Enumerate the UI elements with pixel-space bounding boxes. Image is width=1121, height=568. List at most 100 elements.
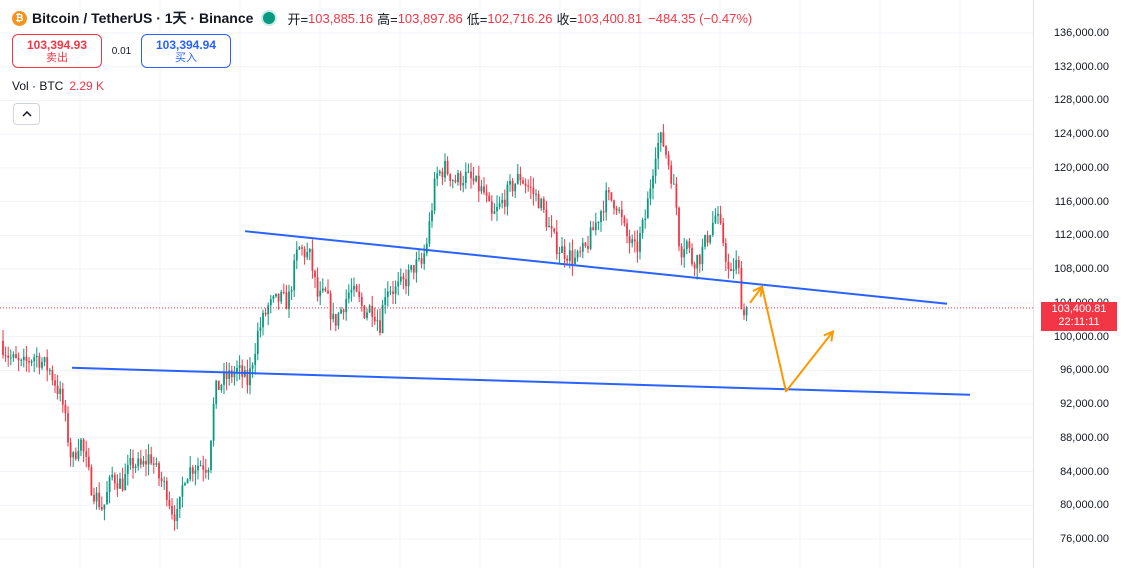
projection-arrowhead-target: [823, 329, 835, 342]
candle-body: [626, 223, 628, 237]
candle-body: [316, 277, 319, 297]
chart-grid: [0, 0, 1034, 568]
projection-path: [749, 285, 834, 393]
candle-body: [340, 309, 342, 314]
candle-body: [311, 248, 314, 271]
open-label: 开=: [287, 11, 309, 27]
candle-body: [202, 465, 205, 470]
candle-body: [197, 465, 199, 471]
candle-body: [584, 243, 587, 246]
candle-body: [605, 190, 608, 213]
candle-body: [381, 304, 384, 334]
candle-body: [579, 251, 582, 253]
candle-body: [353, 285, 355, 290]
candle-body: [498, 203, 501, 207]
candle-body: [85, 451, 88, 457]
candle-body: [527, 185, 530, 187]
candle-body: [607, 190, 610, 193]
candle-body: [454, 180, 457, 183]
buy-price: 103,394.94: [155, 37, 217, 52]
candle-body: [269, 299, 272, 306]
symbol-legend: ₿ Bitcoin / TetherUS · 1天 · Binance 开= 10…: [12, 8, 752, 28]
candle-body: [646, 198, 649, 219]
trendline: [71, 366, 971, 396]
price-tick-label: 128,000.00: [1053, 94, 1109, 107]
candle-body: [542, 198, 545, 210]
candle-body: [324, 288, 327, 291]
buy-button[interactable]: 103,394.94 买入: [141, 34, 231, 68]
candle-body: [698, 255, 701, 265]
price-tick-label: 96,000.00: [1060, 364, 1109, 377]
price-axis[interactable]: 136,000.00 132,000.00 128,000.00 124,000.00…: [1033, 0, 1121, 568]
candle-body: [620, 209, 623, 218]
collapse-legend-button[interactable]: [13, 103, 40, 125]
candle-countdown: 22:11:11: [1058, 316, 1100, 328]
candle-body: [470, 171, 472, 179]
candle-body: [441, 171, 444, 178]
candle-body: [82, 439, 85, 452]
candle-body: [204, 469, 207, 473]
candle-body: [555, 231, 558, 255]
candle-body: [719, 213, 722, 224]
candle-body: [329, 293, 332, 320]
candle-body: [113, 474, 116, 484]
candle-body: [735, 260, 738, 270]
candle-body: [74, 452, 77, 459]
candle-body: [290, 290, 293, 292]
open-value: 103,885.16: [308, 10, 374, 26]
candle-body: [410, 265, 413, 270]
candle-body: [509, 180, 511, 185]
candle-body: [238, 365, 241, 368]
candle-body: [293, 260, 296, 291]
candle-body: [285, 292, 288, 310]
candle-body: [667, 154, 670, 166]
bitcoin-icon: ₿: [12, 10, 27, 26]
candle-body: [675, 183, 678, 208]
candle-body: [334, 314, 337, 326]
candle-body: [103, 504, 106, 510]
candle-body: [56, 385, 59, 394]
candle-body: [431, 210, 433, 222]
candle-body: [449, 174, 452, 181]
candle-body: [41, 362, 43, 368]
candle-body: [186, 479, 189, 484]
candle-body: [519, 173, 522, 181]
candle-body: [506, 184, 509, 207]
candle-body: [25, 356, 28, 361]
candle-body: [139, 458, 142, 465]
candle-body: [220, 384, 223, 391]
candle-body: [540, 198, 543, 209]
candle-body: [249, 368, 251, 386]
candle-body: [2, 340, 4, 356]
candle-body: [207, 469, 210, 473]
sell-button[interactable]: 103,394.93 卖出: [12, 34, 102, 68]
buy-label: 买入: [175, 51, 197, 64]
candle-body: [129, 458, 132, 465]
candle-body: [267, 305, 270, 315]
candle-body: [184, 483, 186, 486]
candle-body: [80, 439, 82, 451]
candle-body: [483, 186, 485, 193]
candle-body: [717, 213, 719, 216]
last-price-tag: 103,400.81 22:11:11: [1041, 302, 1117, 331]
candle-body: [740, 267, 743, 310]
candle-body: [711, 222, 714, 236]
volume-legend: Vol · BTC 2.29 K: [12, 79, 104, 93]
candle-body: [691, 247, 693, 265]
symbol-title[interactable]: Bitcoin / TetherUS · 1天 · Binance: [32, 10, 254, 26]
candle-body: [613, 200, 615, 209]
candle-body: [581, 243, 584, 252]
candle-body: [657, 142, 660, 159]
candle-body: [358, 291, 361, 297]
candle-body: [61, 388, 64, 405]
close-label: 收=: [556, 11, 578, 27]
candle-body: [724, 243, 727, 262]
candle-body: [87, 456, 90, 468]
candle-body: [496, 206, 498, 212]
candle-body: [327, 290, 329, 294]
high-value: 103,897.86: [397, 10, 463, 26]
candle-body: [420, 258, 423, 264]
candle-body: [373, 316, 376, 322]
candle-body: [462, 183, 465, 186]
